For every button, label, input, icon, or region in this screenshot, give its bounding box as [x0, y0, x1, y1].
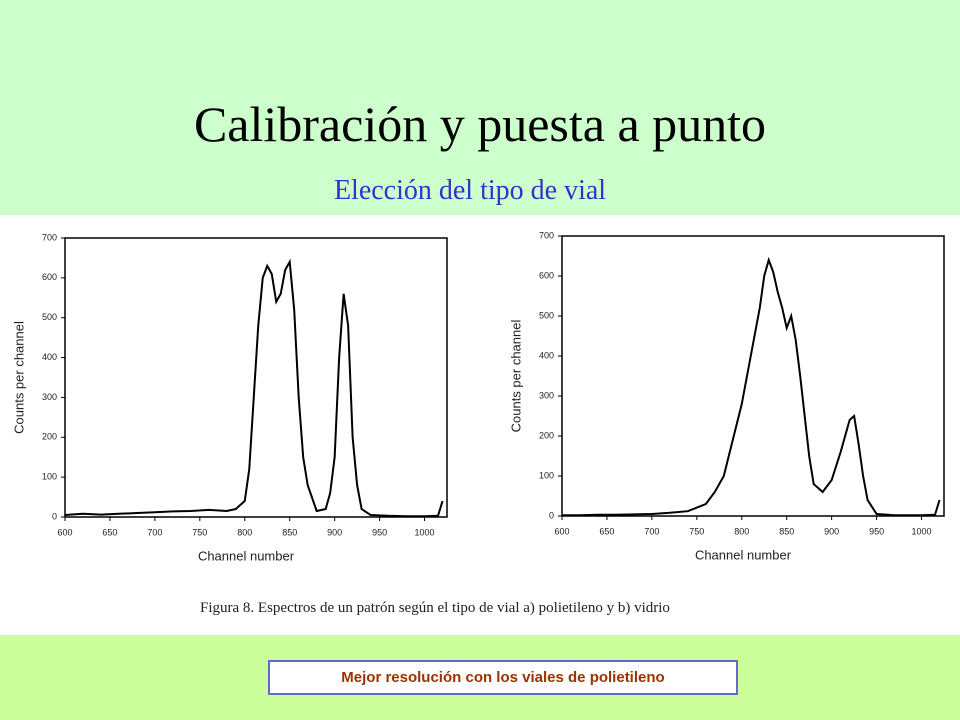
y-tick-label: 100 [539, 470, 554, 480]
y-tick-label: 0 [52, 511, 57, 521]
y-tick-label: 400 [42, 352, 57, 362]
charts: 600 650 700 750 800 850 900 950 1000010020030040… [11, 230, 945, 563]
y-tick-label: 200 [42, 432, 57, 442]
y-tick-label: 400 [539, 350, 554, 360]
note: Mejor resolución con los viales de polie… [268, 660, 738, 695]
y-tick-label: 700 [42, 232, 57, 242]
y-tick-label: 200 [539, 430, 554, 440]
caption: Figura 8. Espectros de un patrón según e… [200, 600, 670, 616]
x-tick-label: 750 [192, 527, 207, 537]
x-tick-label: 850 [779, 526, 794, 536]
x-tick-label: 1000 [912, 526, 932, 536]
x-axis-label: Channel number [695, 547, 792, 562]
x-tick-label: 950 [372, 527, 387, 537]
x-tick-label: 650 [599, 526, 614, 536]
x-tick-label: 750 [689, 526, 704, 536]
x-tick-label: 850 [282, 527, 297, 537]
x-axis-label: Channel number [198, 548, 295, 563]
x-tick-label: 700 [147, 527, 162, 537]
x-tick-label: 600 [57, 527, 72, 537]
y-tick-label: 700 [539, 230, 554, 240]
x-tick-label: 900 [327, 527, 342, 537]
y-tick-label: 100 [42, 472, 57, 482]
y-tick-label: 300 [42, 392, 57, 402]
x-tick-label: 1000 [415, 527, 435, 537]
x-tick-label: 650 [102, 527, 117, 537]
x-tick-label: 800 [237, 527, 252, 537]
y-axis-label: Counts per channel [508, 320, 523, 433]
subtitle: Elección del tipo de vial [333, 175, 607, 206]
header-band [0, 0, 960, 215]
title: Calibración y puesta a punto [193, 96, 767, 152]
plot-frame [64, 237, 448, 518]
x-tick-label: 800 [734, 526, 749, 536]
y-tick-label: 600 [539, 270, 554, 280]
x-tick-label: 900 [824, 526, 839, 536]
x-tick-label: 700 [644, 526, 659, 536]
y-tick-label: 500 [539, 310, 554, 320]
y-tick-label: 600 [42, 272, 57, 282]
x-tick-label: 950 [869, 526, 884, 536]
plot-frame [561, 235, 945, 517]
y-axis-label: Counts per channel [11, 321, 26, 434]
y-tick-label: 500 [42, 312, 57, 322]
y-tick-label: 300 [539, 390, 554, 400]
x-tick-label: 600 [554, 526, 569, 536]
spectrum-line [64, 258, 444, 518]
y-tick-label: 0 [549, 510, 554, 520]
spectrum-line [562, 256, 941, 517]
